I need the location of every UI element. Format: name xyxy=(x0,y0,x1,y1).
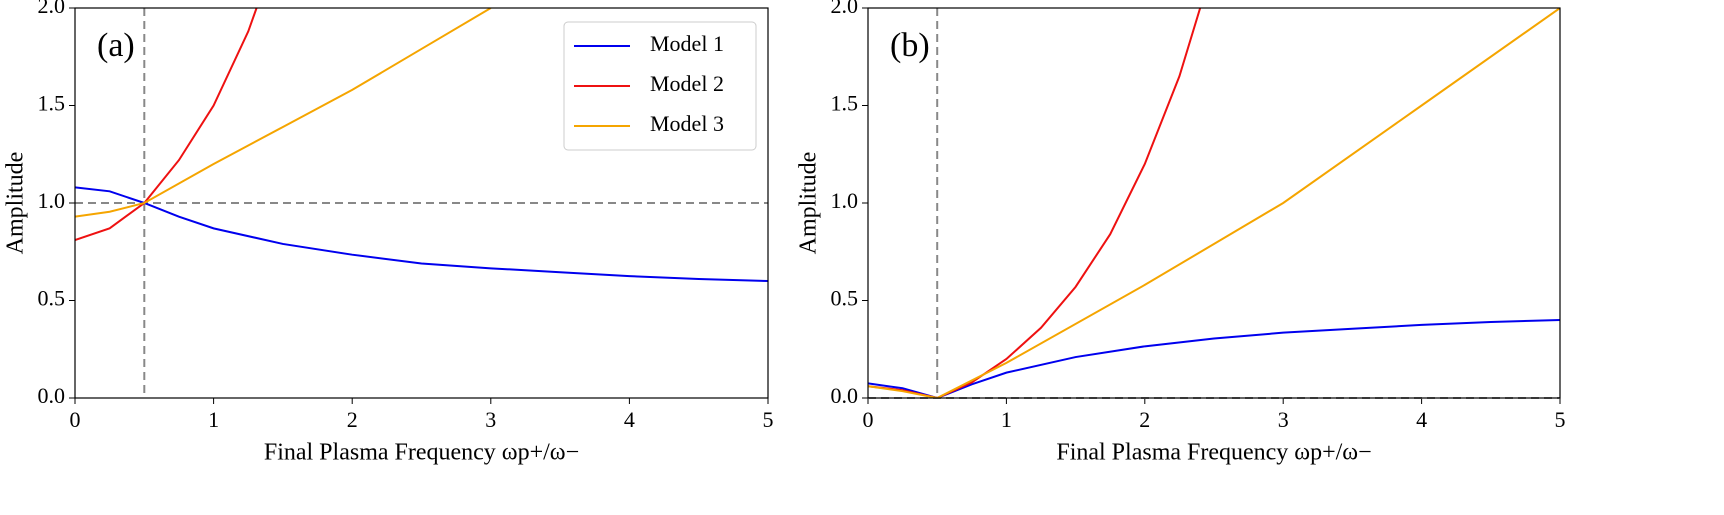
y-tick-label: 1.5 xyxy=(38,91,66,116)
y-tick-label: 2.0 xyxy=(831,0,859,18)
legend-label: Model 2 xyxy=(650,71,724,96)
x-tick-label: 4 xyxy=(624,407,635,432)
x-tick-label: 5 xyxy=(763,407,774,432)
y-axis-label: Amplitude xyxy=(796,152,822,255)
y-axis-label: Amplitude xyxy=(3,152,29,255)
series-line xyxy=(75,8,258,241)
plot-frame xyxy=(74,7,769,399)
y-tick-label: 0.0 xyxy=(831,383,859,408)
annotation: (a) xyxy=(97,27,135,64)
x-tick-label: 5 xyxy=(1555,407,1566,432)
x-tick-label: 3 xyxy=(1278,407,1289,432)
x-tick-label: 0 xyxy=(70,407,81,432)
series-line xyxy=(868,8,1560,398)
x-tick-label: 0 xyxy=(863,407,874,432)
series-line xyxy=(868,319,1560,398)
x-tick-label: 1 xyxy=(1001,407,1012,432)
y-tick-label: 1.0 xyxy=(38,188,66,213)
x-tick-label: 3 xyxy=(485,407,496,432)
y-tick-label: 1.0 xyxy=(831,188,859,213)
y-tick-label: 0.0 xyxy=(38,383,66,408)
x-tick-label: 4 xyxy=(1416,407,1427,432)
panel: 0 1 2 3 4 5 0.0 0.5 1.0 1.5 2.0 (b) Final Plasma Fre… xyxy=(796,0,1566,466)
series-line xyxy=(75,8,492,218)
legend-box xyxy=(563,21,757,151)
y-tick-label: 0.5 xyxy=(38,286,66,311)
y-tick-label: 1.5 xyxy=(831,91,859,116)
series-line xyxy=(868,8,1202,398)
legend-label: Model 3 xyxy=(650,111,724,136)
legend-label: Model 1 xyxy=(650,31,724,56)
annotation: (b) xyxy=(890,27,930,64)
x-axis-label: Final Plasma Frequency ωp+/ω− xyxy=(264,440,579,466)
series-line xyxy=(75,186,768,282)
x-axis-label: Final Plasma Frequency ωp+/ω− xyxy=(1056,440,1371,466)
plot-frame xyxy=(867,7,1561,399)
y-tick-label: 2.0 xyxy=(38,0,66,18)
x-tick-label: 2 xyxy=(347,407,358,432)
x-tick-label: 1 xyxy=(208,407,219,432)
panel: 0 1 2 3 4 5 0.0 0.5 1.0 1.5 2.0 (a) Final Plasma Fre… xyxy=(3,0,774,466)
x-tick-label: 2 xyxy=(1139,407,1150,432)
y-tick-label: 0.5 xyxy=(831,286,859,311)
